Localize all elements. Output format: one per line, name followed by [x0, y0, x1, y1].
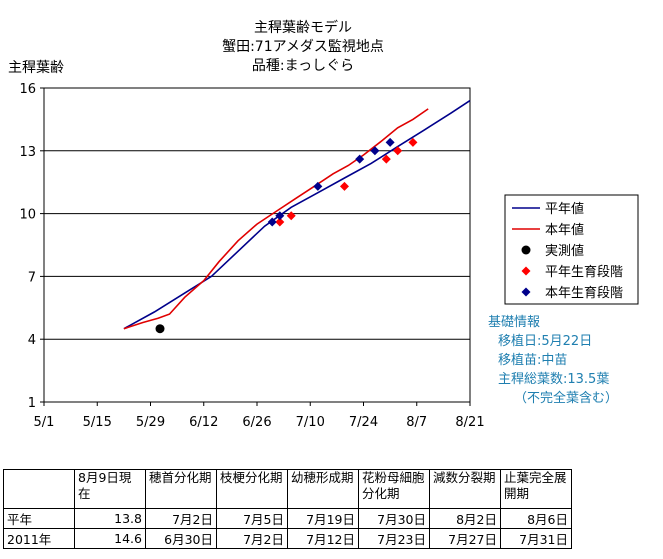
series-line — [123, 99, 471, 330]
table-cell: 7月2日 — [216, 528, 288, 549]
table-cell: 7月27日 — [429, 528, 501, 549]
legend-label: 平年生育段階 — [545, 264, 623, 280]
table-header — [3, 469, 75, 509]
data-point — [393, 146, 403, 156]
plot-area — [43, 87, 471, 403]
chart-title-line: 蟹田:71アメダス監視地点 — [222, 38, 384, 55]
x-tick-labels: 5/1 5/15 5/29 6/12 6/26 7/10 7/24 8/7 8/21 — [34, 415, 485, 430]
data-point — [267, 217, 277, 227]
table-header: 花粉母細胞分化期 — [358, 469, 430, 509]
x-tick-label: 5/29 — [136, 415, 165, 430]
x-tick-label: 7/10 — [296, 415, 325, 430]
y-axis-label: 主稈葉齢 — [8, 60, 64, 76]
series-lines — [123, 99, 471, 330]
table-cell: 14.6 — [74, 528, 146, 549]
legend-swatch — [521, 266, 531, 276]
x-tick-label: 5/1 — [34, 415, 55, 430]
y-tick-label: 10 — [19, 208, 36, 223]
legend-label: 本年値 — [545, 222, 584, 238]
table-cell: 7月31日 — [500, 528, 572, 549]
table-row: 平年 13.8 7月2日 7月5日 7月19日 7月30日 8月2日 8月6日 — [3, 508, 572, 529]
series-line — [123, 108, 429, 330]
info-line: （不完全葉含む） — [514, 391, 619, 406]
info-title: 基礎情報 — [488, 315, 541, 330]
legend-swatch — [521, 245, 531, 255]
basic-info: 基礎情報 移植日:5月22日 移植苗:中苗 主稈総葉数:13.5葉 （不完全葉含… — [488, 313, 618, 408]
table-cell: 6月30日 — [145, 528, 217, 549]
table-row: 2011年 14.6 6月30日 7月2日 7月12日 7月23日 7月27日 … — [3, 528, 572, 549]
legend-label: 本年生育段階 — [545, 285, 623, 301]
chart-title-line: 主稈葉齢モデル — [254, 19, 352, 36]
chart-title-line: 品種:まっしぐら — [252, 58, 354, 74]
data-point — [385, 137, 395, 147]
data-point — [339, 181, 349, 191]
growth-stage-table: 8月9日現在 穂首分化期 枝梗分化期 幼穂形成期 花粉母細胞分化期 減数分裂期 … — [3, 469, 572, 549]
table-header: 幼穂形成期 — [287, 469, 359, 509]
x-tick-label: 6/12 — [189, 415, 218, 430]
y-tick-label: 16 — [19, 82, 36, 97]
table-cell: 8月6日 — [500, 508, 572, 529]
y-tick-label: 13 — [19, 145, 36, 160]
y-tick-label: 7 — [28, 270, 36, 285]
info-line: 移植日:5月22日 — [498, 334, 593, 349]
table-header: 減数分裂期 — [429, 469, 501, 509]
data-point — [275, 217, 285, 227]
data-point — [313, 181, 323, 191]
info-line: 主稈総葉数:13.5葉 — [498, 372, 610, 387]
data-point — [286, 211, 296, 221]
y-tick-label: 4 — [28, 333, 36, 348]
y-tick-labels: 1 4 7 10 13 16 — [19, 82, 36, 411]
data-point — [275, 211, 285, 221]
gridlines — [40, 87, 471, 406]
data-point — [155, 324, 165, 334]
legend-label: 実測値 — [545, 243, 584, 259]
table-header-row: 8月9日現在 穂首分化期 枝梗分化期 幼穂形成期 花粉母細胞分化期 減数分裂期 … — [3, 469, 572, 509]
x-tick-label: 8/21 — [455, 415, 484, 430]
legend-label: 平年値 — [545, 201, 584, 217]
x-tick-label: 8/7 — [406, 415, 427, 430]
info-line: 移植苗:中苗 — [498, 353, 568, 368]
table-cell: 平年 — [3, 508, 75, 529]
data-point — [381, 154, 391, 164]
x-tick-label: 6/26 — [242, 415, 271, 430]
data-point — [355, 154, 365, 164]
table-cell: 7月12日 — [287, 528, 359, 549]
table-cell: 8月2日 — [429, 508, 501, 529]
table-cell: 7月2日 — [145, 508, 217, 529]
table-cell: 2011年 — [3, 528, 75, 549]
x-tick-label: 5/15 — [83, 415, 112, 430]
table-cell: 7月19日 — [287, 508, 359, 529]
y-tick-label: 1 — [28, 396, 36, 411]
series-markers — [155, 137, 418, 334]
table-header: 穂首分化期 — [145, 469, 217, 509]
data-point — [370, 146, 380, 156]
legend-swatch — [521, 287, 531, 297]
table-cell: 7月30日 — [358, 508, 430, 529]
table-header: 枝梗分化期 — [216, 469, 288, 509]
table-header: 止葉完全展開期 — [500, 469, 572, 509]
table-cell: 13.8 — [74, 508, 146, 529]
data-point — [408, 137, 418, 147]
table-header: 8月9日現在 — [74, 469, 146, 509]
table-cell: 7月5日 — [216, 508, 288, 529]
x-tick-label: 7/24 — [349, 415, 378, 430]
table-cell: 7月23日 — [358, 528, 430, 549]
